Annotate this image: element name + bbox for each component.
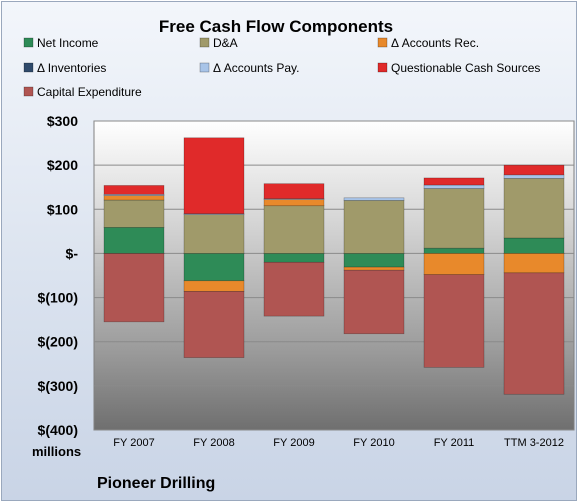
bar-segment — [503, 164, 565, 176]
bar-segment — [103, 199, 165, 228]
legend-label: Questionable Cash Sources — [391, 61, 540, 75]
bar-segment — [423, 247, 485, 254]
bar-segment — [503, 174, 565, 179]
bar-segment — [503, 178, 565, 239]
legend-label: Δ Inventories — [37, 61, 106, 75]
legend-swatch — [23, 86, 34, 97]
legend-item: Δ Accounts Pay. — [199, 61, 300, 75]
chart-title: Free Cash Flow Components — [159, 17, 393, 36]
bar-segment — [423, 177, 485, 186]
legend-item: D&A — [199, 36, 238, 50]
x-tick-label: TTM 3-2012 — [504, 437, 564, 449]
legend-item: Capital Expenditure — [23, 85, 142, 99]
bar-segment — [183, 280, 245, 292]
bar-segment — [183, 253, 245, 282]
bar-segment — [423, 253, 485, 275]
y-tick-label: $(200) — [38, 334, 78, 350]
x-tick-label: FY 2008 — [193, 437, 234, 449]
bar-segment — [263, 199, 325, 207]
plot-area — [93, 120, 575, 431]
bar-segment — [503, 253, 565, 274]
bar-segment — [343, 253, 405, 268]
legend-item: Δ Inventories — [23, 61, 106, 75]
bar-segment — [343, 266, 405, 271]
bar-segment — [103, 253, 165, 323]
bar-segment — [263, 205, 325, 254]
legend-swatch — [23, 62, 34, 73]
x-tick-label: FY 2007 — [113, 437, 154, 449]
legend-label: Capital Expenditure — [37, 85, 142, 99]
legend: Net Income D&A Δ Accounts Rec. Δ Inventorie… — [23, 36, 540, 99]
legend-swatch — [199, 62, 210, 73]
bar-segment — [343, 269, 405, 335]
bar-segment — [183, 291, 245, 358]
x-tick-label: FY 2010 — [353, 437, 394, 449]
x-tick-label: FY 2009 — [273, 437, 314, 449]
legend-label: Δ Accounts Rec. — [391, 36, 479, 50]
bar-segment — [183, 214, 245, 254]
bar-segment — [503, 237, 565, 254]
bar-segment — [103, 227, 165, 254]
y-tick-label: $(400) — [38, 422, 78, 438]
bar-segment — [423, 188, 485, 249]
bar-segment — [263, 183, 325, 199]
legend-item: Questionable Cash Sources — [377, 61, 540, 75]
bar-segment — [103, 195, 165, 201]
y-axis-ticks: $300 $200 $100 $- $(100) $(200) $(300) $(400) — [38, 113, 79, 438]
legend-swatch — [199, 37, 210, 48]
bar-segment — [263, 253, 325, 263]
legend-item: Δ Accounts Rec. — [377, 36, 479, 50]
bar-segment — [183, 137, 245, 215]
y-tick-label: $- — [66, 245, 79, 261]
bar-segment — [343, 200, 405, 254]
bar-segment — [503, 272, 565, 395]
x-axis-ticks: FY 2007 FY 2008 FY 2009 FY 2010 FY 2011 TTM 3… — [113, 437, 564, 449]
legend-label: Net Income — [37, 36, 99, 50]
legend-swatch — [377, 37, 388, 48]
legend-swatch — [23, 37, 34, 48]
y-tick-label: $200 — [47, 157, 78, 173]
bar-segment — [103, 185, 165, 195]
y-tick-label: $(300) — [38, 378, 78, 394]
legend-swatch — [377, 62, 388, 73]
y-tick-label: $(100) — [38, 290, 78, 306]
y-tick-label: $300 — [47, 113, 78, 129]
gridlines — [94, 120, 574, 431]
company-name: Pioneer Drilling — [97, 475, 215, 492]
y-tick-label: $100 — [47, 201, 78, 217]
bar-segment — [263, 261, 325, 317]
y-unit-label: millions — [32, 444, 81, 459]
legend-label: D&A — [213, 36, 238, 50]
bars — [103, 137, 565, 395]
x-tick-label: FY 2011 — [434, 437, 475, 449]
bar-segment — [423, 274, 485, 368]
bar-segment — [343, 197, 405, 201]
legend-item: Net Income — [23, 36, 99, 50]
bar-segment — [423, 184, 485, 189]
legend-label: Δ Accounts Pay. — [213, 61, 300, 75]
